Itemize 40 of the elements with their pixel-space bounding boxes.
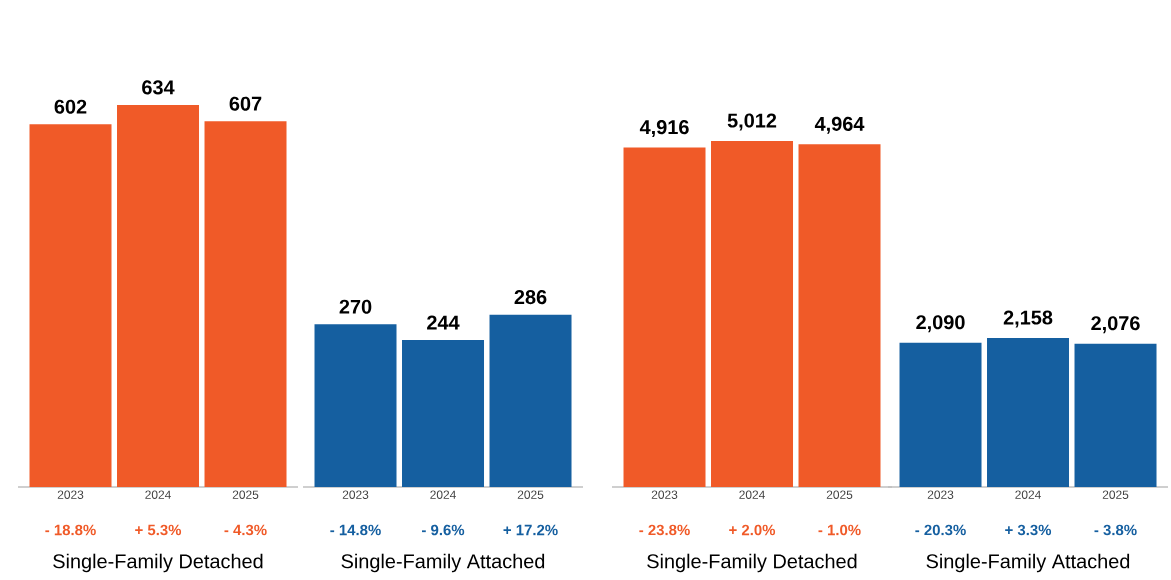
data-label: 4,964 <box>814 116 865 134</box>
data-label: 270 <box>339 299 372 314</box>
data-label: 244 <box>427 315 460 330</box>
data-label: 5,012 <box>727 113 777 131</box>
text: - 1.0% <box>818 524 861 536</box>
x-tick-label: 2025 <box>826 490 853 499</box>
data-label: 4,916 <box>639 120 689 138</box>
x-tick-label: 2024 <box>1015 490 1041 499</box>
text: + 3.3% <box>1005 524 1052 536</box>
text: + 5.3% <box>135 524 182 536</box>
x-tick-label: 2023 <box>342 490 369 499</box>
x-axis-title: Single-Family Attached <box>341 553 545 573</box>
x-tick-label: 2023 <box>651 490 678 499</box>
text: - 4.3% <box>224 524 267 536</box>
x-axis-title: Single-Family Attached <box>926 553 1130 573</box>
text: - 3.8% <box>1094 524 1137 536</box>
data-label: 2,090 <box>916 315 965 333</box>
x-tick-label: 2025 <box>517 490 544 499</box>
x-axis-title: Single-Family Detached <box>53 553 263 573</box>
x-tick-label: 2025 <box>232 490 259 499</box>
data-label: 286 <box>514 290 547 305</box>
x-tick-label: 2023 <box>57 490 84 499</box>
data-label: 607 <box>229 96 262 111</box>
data-label: 2,158 <box>1003 310 1053 328</box>
text: - 18.8% <box>45 524 96 536</box>
text: + 17.2% <box>503 524 558 536</box>
x-axis-title: Single-Family Detached <box>647 553 857 573</box>
text: - 9.6% <box>421 524 465 536</box>
x-tick-label: 2025 <box>1102 490 1129 499</box>
data-label: 602 <box>54 99 87 114</box>
x-tick-label: 2024 <box>430 490 456 499</box>
data-label: 634 <box>142 80 175 95</box>
x-tick-label: 2023 <box>927 490 954 499</box>
x-tick-label: 2024 <box>145 490 171 499</box>
text: - 20.3% <box>915 524 966 536</box>
text: - 23.8% <box>639 524 690 536</box>
data-label: 2,076 <box>1091 316 1140 334</box>
text: + 2.0% <box>729 524 776 536</box>
x-tick-label: 2024 <box>739 490 765 499</box>
text: - 14.8% <box>330 524 381 536</box>
